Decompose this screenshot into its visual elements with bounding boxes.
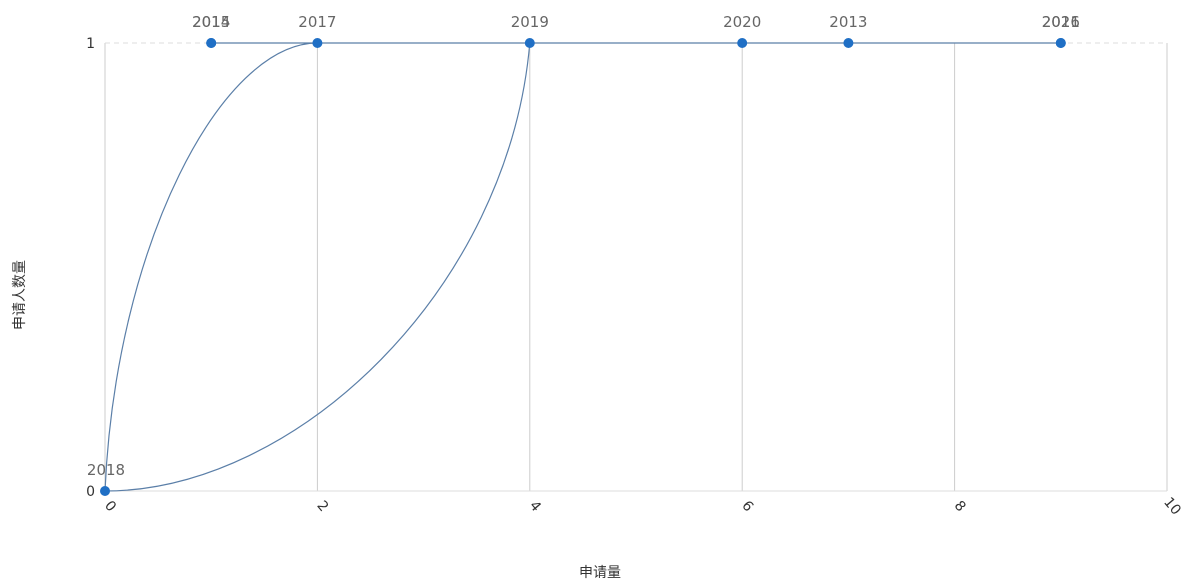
point-label-2017: 2017 <box>298 13 336 31</box>
data-point-2018[interactable] <box>100 486 110 496</box>
point-label-2018: 2018 <box>87 461 125 479</box>
data-point-2021[interactable] <box>1055 38 1066 48</box>
y-tick-label-1: 1 <box>86 36 95 52</box>
data-point-2020[interactable] <box>737 38 748 48</box>
point-label-2021: 2021 <box>1042 13 1080 31</box>
x-axis-title: 申请量 <box>579 565 621 581</box>
grid <box>104 42 1168 492</box>
series-path <box>104 42 1061 492</box>
x-tick-label-4: 8 <box>951 498 969 515</box>
y-axis-title: 申请人数量 <box>12 260 28 330</box>
x-tick-label-0: 0 <box>101 498 119 515</box>
point-label-2019: 2019 <box>511 13 549 31</box>
point-label-2013: 2013 <box>829 13 867 31</box>
point-label-2020: 2020 <box>723 13 761 31</box>
y-tick-label-0: 0 <box>86 484 95 500</box>
point-label-2014: 2014 <box>192 13 230 31</box>
series-line <box>104 42 1061 492</box>
data-point-2013[interactable] <box>843 38 854 48</box>
data-point-2019[interactable] <box>524 38 535 48</box>
x-tick-labels: 0 2 4 6 8 10 <box>101 494 1184 518</box>
x-tick-label-2: 4 <box>526 498 544 515</box>
data-point-2015[interactable] <box>206 38 217 48</box>
data-point-2017[interactable] <box>312 38 323 48</box>
point-label-2015: 2015 <box>192 13 230 31</box>
x-tick-label-1: 2 <box>313 498 331 515</box>
y-tick-labels: 01 <box>86 36 95 500</box>
x-tick-label-3: 6 <box>738 498 756 515</box>
point-label-2016: 2016 <box>1042 13 1080 31</box>
x-tick-label-5: 10 <box>1160 494 1184 518</box>
data-points <box>100 38 1066 496</box>
